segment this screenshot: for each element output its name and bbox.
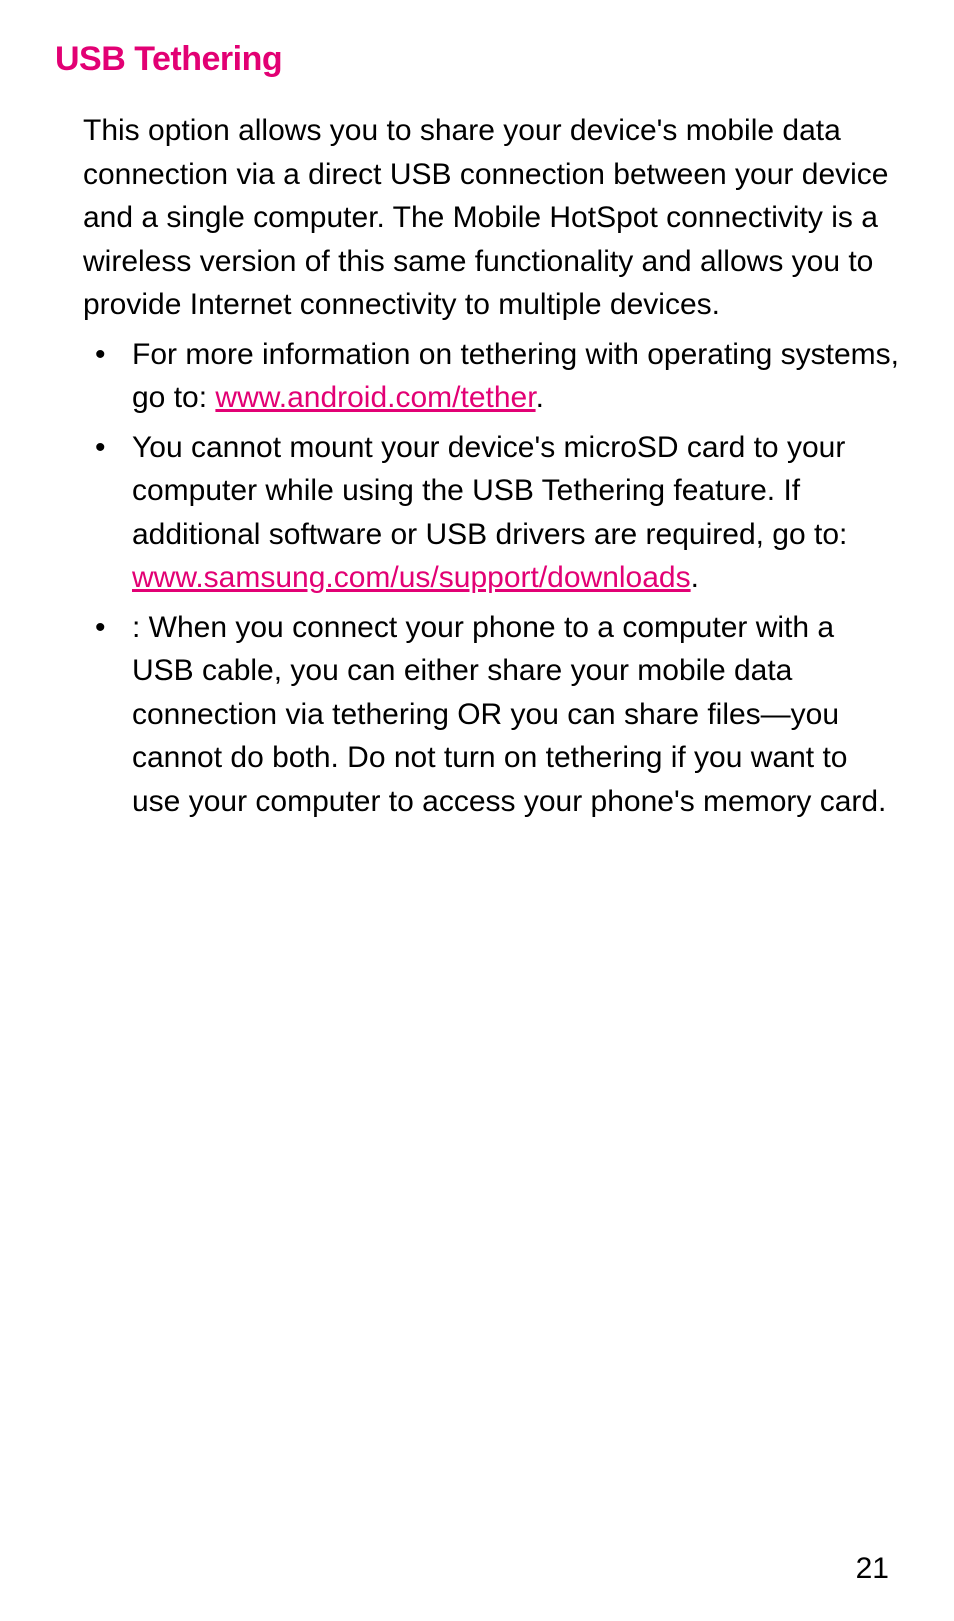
intro-paragraph: This option allows you to share your dev… [83, 109, 899, 327]
list-item-suffix: . [691, 561, 699, 594]
link-samsung-downloads[interactable]: www.samsung.com/us/support/downloads [132, 561, 691, 594]
list-item: You cannot mount your device's microSD c… [87, 426, 899, 600]
bullet-list: For more information on tethering with o… [87, 333, 899, 824]
link-android-tether[interactable]: www.android.com/tether [215, 381, 535, 414]
list-item-text: You cannot mount your device's microSD c… [132, 431, 847, 551]
page-number: 21 [856, 1552, 889, 1586]
list-item: : When you connect your phone to a compu… [87, 606, 899, 824]
list-item-suffix: . [536, 381, 544, 414]
list-item-text: : When you connect your phone to a compu… [132, 611, 886, 818]
list-item: For more information on tethering with o… [87, 333, 899, 420]
section-heading: USB Tethering [55, 40, 899, 79]
